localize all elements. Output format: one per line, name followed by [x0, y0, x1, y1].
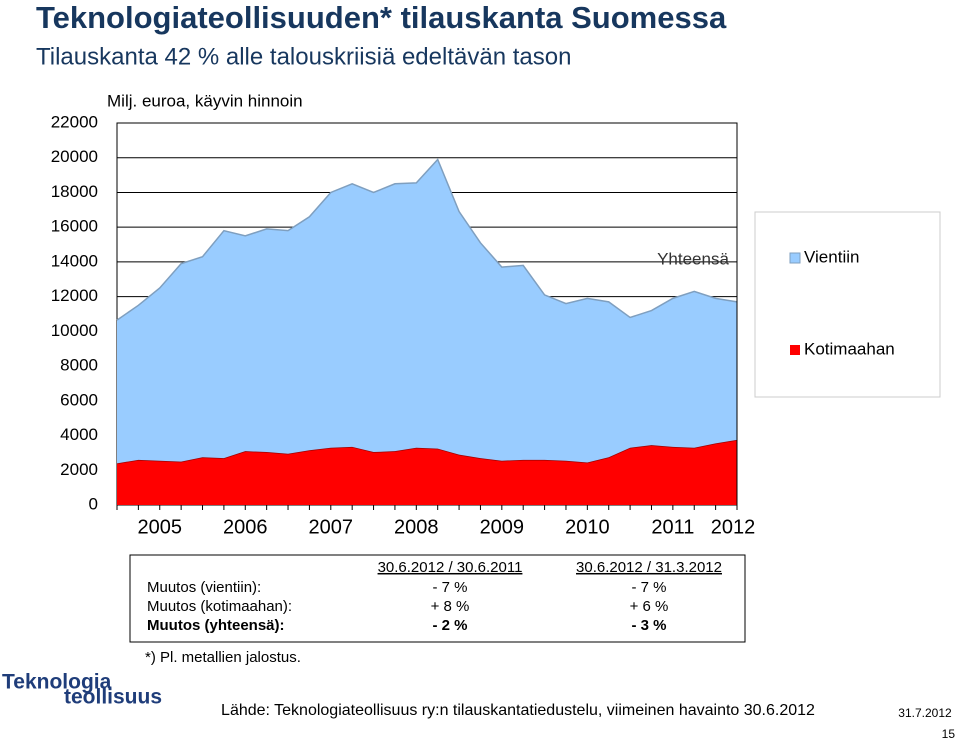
table-cell: Muutos (kotimaahan):	[147, 598, 292, 615]
area	[117, 159, 737, 464]
table-cell: - 7 %	[631, 579, 666, 596]
logo-text: teollisuus	[64, 686, 162, 709]
legend-label: Vientiin	[804, 247, 859, 266]
y-tick-label: 20000	[51, 147, 98, 166]
y-tick-label: 2000	[60, 460, 98, 479]
x-tick-label: 2009	[480, 516, 525, 538]
y-tick-label: 0	[89, 494, 98, 513]
legend-box	[754, 211, 941, 398]
page-number: 15	[942, 727, 956, 741]
y-tick-label: 4000	[60, 425, 98, 444]
legend-swatch	[789, 252, 801, 264]
source: Lähde: Teknologiateollisuus ry:n tilausk…	[221, 702, 815, 719]
date: 31.7.2012	[898, 706, 952, 720]
logo: Teknologia teollisuus	[2, 671, 162, 709]
y-tick-label: 6000	[60, 390, 98, 409]
table-cell: Muutos (vientiin):	[147, 579, 261, 596]
table-cell: - 3 %	[631, 617, 666, 634]
table-header: 30.6.2012 / 31.3.2012	[576, 559, 722, 576]
table-cell: Muutos (yhteensä):	[147, 617, 285, 634]
subtitle: Tilauskanta 42 % alle talouskriisiä edel…	[36, 43, 571, 70]
legend-swatch	[790, 345, 800, 355]
table-cell: + 6 %	[630, 598, 669, 615]
y-tick-label: 10000	[51, 321, 98, 340]
footnote: *) Pl. metallien jalostus.	[145, 649, 301, 666]
y-tick-label: 14000	[51, 251, 98, 270]
table-cell: - 2 %	[432, 617, 467, 634]
table-cell: - 7 %	[432, 579, 467, 596]
area	[117, 439, 737, 505]
y-tick-label: 18000	[51, 182, 98, 201]
y-tick-label: 8000	[60, 356, 98, 375]
y-tick-label: 16000	[51, 217, 98, 236]
x-tick-label: 2011	[651, 516, 694, 538]
table-box	[129, 554, 746, 643]
x-tick-label: 2007	[309, 516, 354, 538]
x-tick-label: 2008	[394, 516, 439, 538]
y-tick-label: 12000	[51, 286, 98, 305]
x-tick-label: 2012	[711, 516, 756, 538]
x-tick-label: 2006	[223, 516, 268, 538]
table-header: 30.6.2012 / 30.6.2011	[378, 559, 523, 576]
x-tick-label: 2010	[565, 516, 610, 538]
x-tick-label: 2005	[138, 516, 183, 538]
legend-label: Kotimaahan	[804, 339, 895, 358]
unit-label: Milj. euroa, käyvin hinnoin	[107, 91, 303, 110]
area-outline	[116, 158, 738, 321]
y-tick-label: 22000	[51, 112, 98, 131]
title: Teknologiateollisuuden* tilauskanta Suom…	[36, 0, 727, 35]
logo-text: Teknologia	[2, 671, 112, 694]
annotation: Yhteensä	[657, 249, 729, 268]
table-cell: + 8 %	[431, 598, 470, 615]
